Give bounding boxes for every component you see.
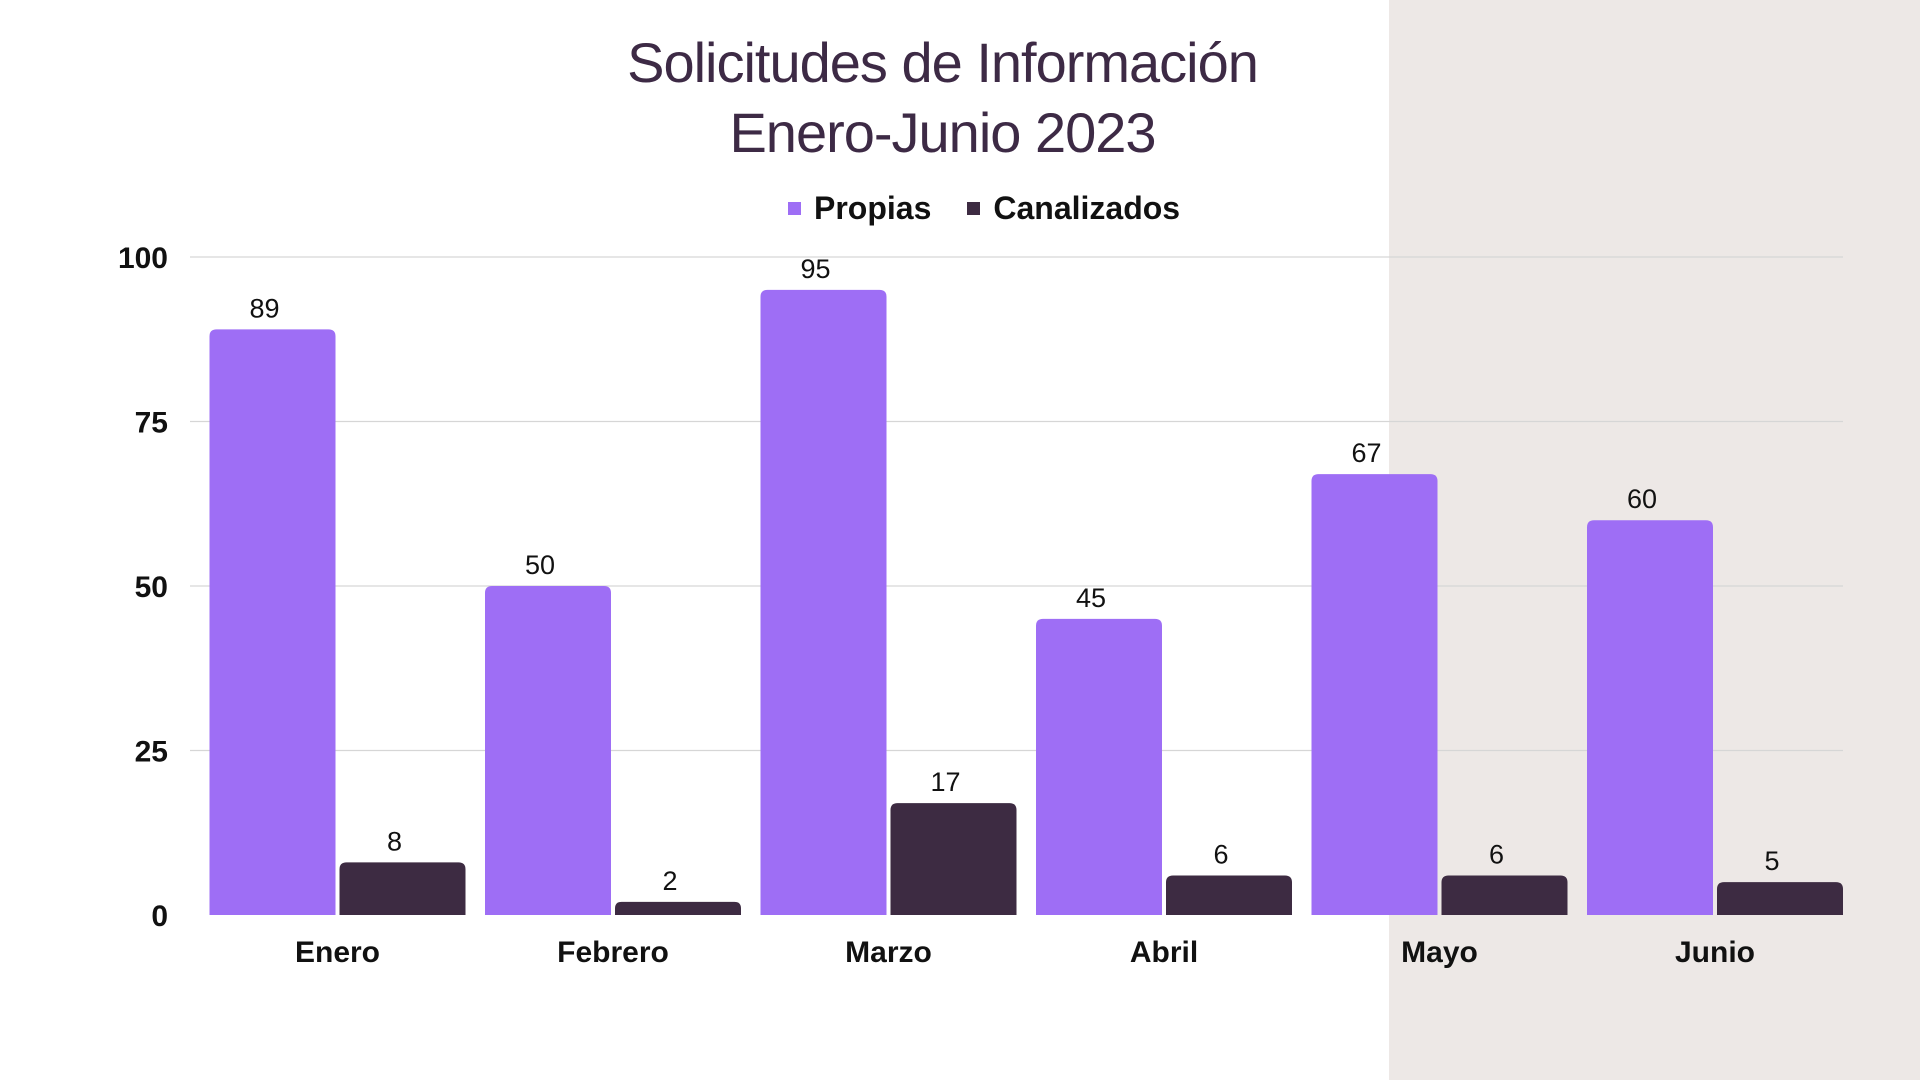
data-label: 2 xyxy=(662,866,677,896)
x-tick-label: Febrero xyxy=(557,936,669,969)
legend-item-propias: Propias xyxy=(788,190,931,227)
bar-canalizados-enero xyxy=(339,862,466,915)
chart-title-block: Solicitudes de Información Enero-Junio 2… xyxy=(0,28,1885,168)
data-label: 8 xyxy=(387,826,402,856)
data-label: 95 xyxy=(800,254,830,284)
y-tick-label: 25 xyxy=(135,736,168,769)
chart-subtitle: Enero-Junio 2023 xyxy=(729,101,1156,164)
data-label: 50 xyxy=(525,550,555,580)
x-tick-label: Mayo xyxy=(1401,936,1478,969)
legend-swatch-propias xyxy=(788,202,801,215)
x-tick-label: Abril xyxy=(1130,936,1198,969)
legend-label-canalizados: Canalizados xyxy=(993,190,1181,226)
bar-canalizados-febrero xyxy=(615,901,741,915)
chart-title: Solicitudes de Información xyxy=(627,31,1259,94)
data-label: 89 xyxy=(249,293,279,323)
data-label: 5 xyxy=(1764,846,1779,876)
legend-item-canalizados: Canalizados xyxy=(967,190,1180,227)
data-label: 6 xyxy=(1213,840,1228,870)
x-tick-label: Enero xyxy=(295,936,380,969)
x-tick-label: Junio xyxy=(1675,936,1755,969)
bar-canalizados-junio xyxy=(1717,882,1843,915)
bar-propias-mayo xyxy=(1311,474,1438,915)
y-tick-label: 0 xyxy=(151,900,168,933)
bar-propias-febrero xyxy=(485,586,611,915)
chart-legend: Propias Canalizados xyxy=(0,190,1920,227)
bar-propias-enero xyxy=(209,329,336,915)
data-label: 67 xyxy=(1351,438,1381,468)
data-label: 6 xyxy=(1489,840,1504,870)
y-tick-label: 50 xyxy=(135,571,168,604)
x-tick-label: Marzo xyxy=(845,936,932,969)
data-label: 17 xyxy=(930,767,960,797)
legend-swatch-canalizados xyxy=(967,202,981,215)
data-label: 45 xyxy=(1076,583,1106,613)
legend-label-propias: Propias xyxy=(814,190,932,226)
bar-propias-marzo xyxy=(760,289,887,915)
y-tick-label: 75 xyxy=(135,407,168,440)
bar-propias-junio xyxy=(1587,520,1713,915)
bar-canalizados-marzo xyxy=(890,803,1017,915)
bar-canalizados-mayo xyxy=(1441,875,1568,915)
bar-propias-abril xyxy=(1036,618,1162,915)
bar-canalizados-abril xyxy=(1166,875,1292,915)
data-label: 60 xyxy=(1627,484,1657,514)
y-tick-label: 100 xyxy=(118,242,168,275)
